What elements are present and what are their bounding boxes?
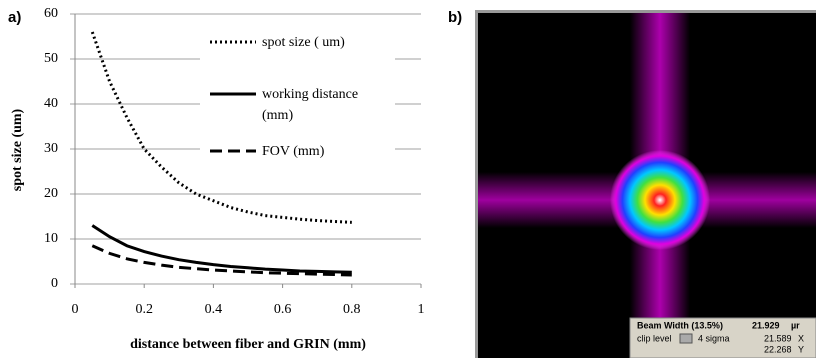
y-tick-label: 0 [51,276,58,291]
legend: spot size ( um) working distance (mm) FOV … [200,26,395,166]
legend-label: working distance (mm) [262,84,392,126]
series-line [92,226,352,273]
info-label: Beam Width (13.5%) [637,320,723,330]
y-axis-label: spot size (um) [10,108,25,191]
y-tick-label: 60 [44,6,58,21]
x-tick-label: 0.2 [135,302,153,317]
panel-label: a) [8,9,21,26]
page: a) distance between fiber and GRIN (mm) … [0,0,816,358]
x-axis-label: distance between fiber and GRIN (mm) [130,337,366,352]
figure: a) distance between fiber and GRIN (mm) … [0,0,816,358]
legend-swatch [208,141,258,161]
y-tick-label: 10 [44,231,58,246]
x-tick-label: 0.8 [343,302,361,317]
x-tick-label: 0.6 [274,302,292,317]
y-tick-label: 30 [44,141,58,156]
info-value: 4 sigma [698,333,730,343]
info-value: 21.589 [764,333,792,343]
legend-swatch [208,32,258,52]
y-tick-label: 20 [44,186,58,201]
y-tick-label: 50 [44,51,58,66]
info-value: 22.268 [764,344,792,354]
x-tick-label: 0 [72,302,79,317]
info-label: clip level [637,333,672,343]
info-axis: X [798,333,804,343]
legend-label: spot size ( um) [262,32,392,53]
panel-label: b) [448,9,462,26]
legend-label: FOV (mm) [262,141,392,162]
x-tick-label: 1 [418,302,425,317]
info-value: 21.929 [752,320,780,330]
info-unit: µr [791,320,800,330]
x-tick-label: 0.4 [205,302,223,317]
legend-swatch [208,84,258,104]
beam-spot [610,150,710,250]
clip-swatch [680,334,692,343]
beam-image [475,10,816,358]
info-axis: Y [798,344,804,354]
y-tick-label: 40 [44,96,58,111]
